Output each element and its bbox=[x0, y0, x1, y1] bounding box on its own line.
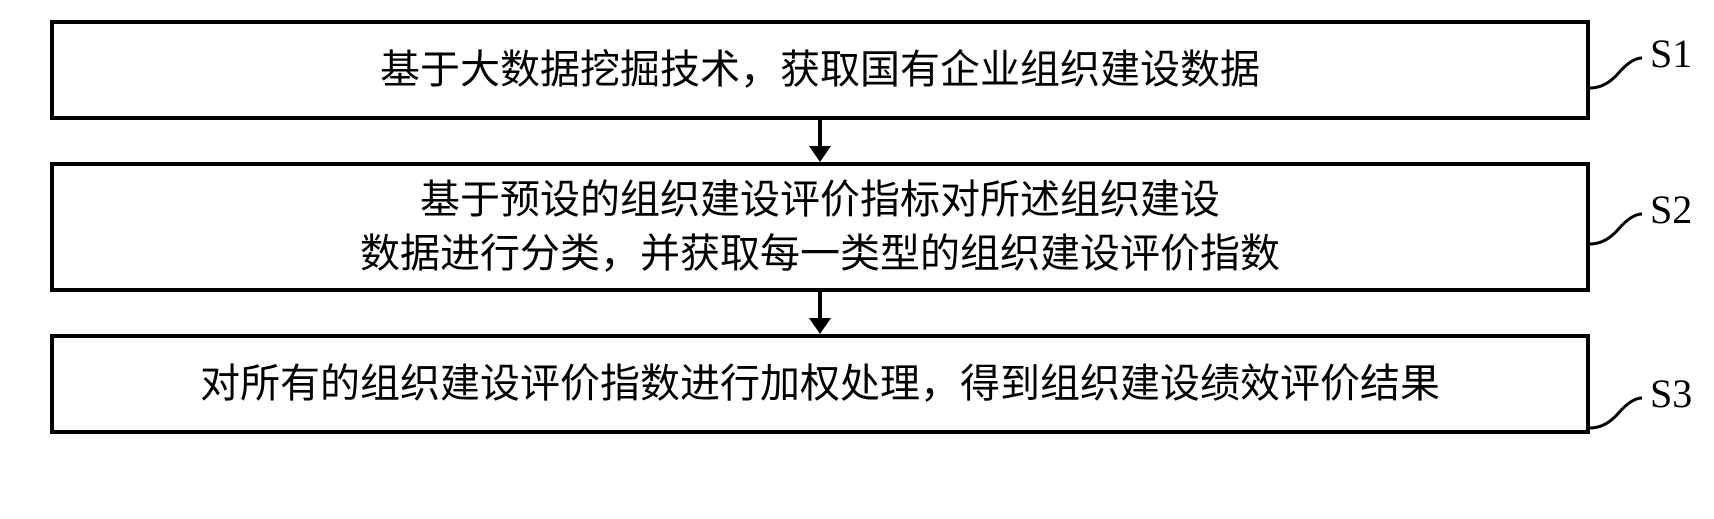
connector-s1 bbox=[1590, 48, 1652, 98]
arrow-down-icon bbox=[805, 120, 835, 162]
step-label-s1: S1 bbox=[1650, 30, 1692, 77]
arrow-s1-s2 bbox=[50, 120, 1590, 162]
step-text-s2: 基于预设的组织建设评价指标对所述组织建设 数据进行分类，并获取每一类型的组织建设… bbox=[360, 173, 1280, 281]
connector-s3 bbox=[1590, 388, 1652, 438]
step-box-s1: 基于大数据挖掘技术，获取国有企业组织建设数据 bbox=[50, 20, 1590, 120]
step-box-s2: 基于预设的组织建设评价指标对所述组织建设 数据进行分类，并获取每一类型的组织建设… bbox=[50, 162, 1590, 292]
step-label-s3: S3 bbox=[1650, 370, 1692, 417]
step-box-s3: 对所有的组织建设评价指数进行加权处理，得到组织建设绩效评价结果 bbox=[50, 334, 1590, 434]
step-label-s2: S2 bbox=[1650, 186, 1692, 233]
step-text-s1: 基于大数据挖掘技术，获取国有企业组织建设数据 bbox=[380, 43, 1260, 97]
flowchart-container: 基于大数据挖掘技术，获取国有企业组织建设数据 基于预设的组织建设评价指标对所述组… bbox=[50, 20, 1590, 434]
step-text-s3: 对所有的组织建设评价指数进行加权处理，得到组织建设绩效评价结果 bbox=[200, 357, 1440, 411]
arrow-s2-s3 bbox=[50, 292, 1590, 334]
arrow-down-icon bbox=[805, 292, 835, 334]
connector-s2 bbox=[1590, 204, 1652, 254]
